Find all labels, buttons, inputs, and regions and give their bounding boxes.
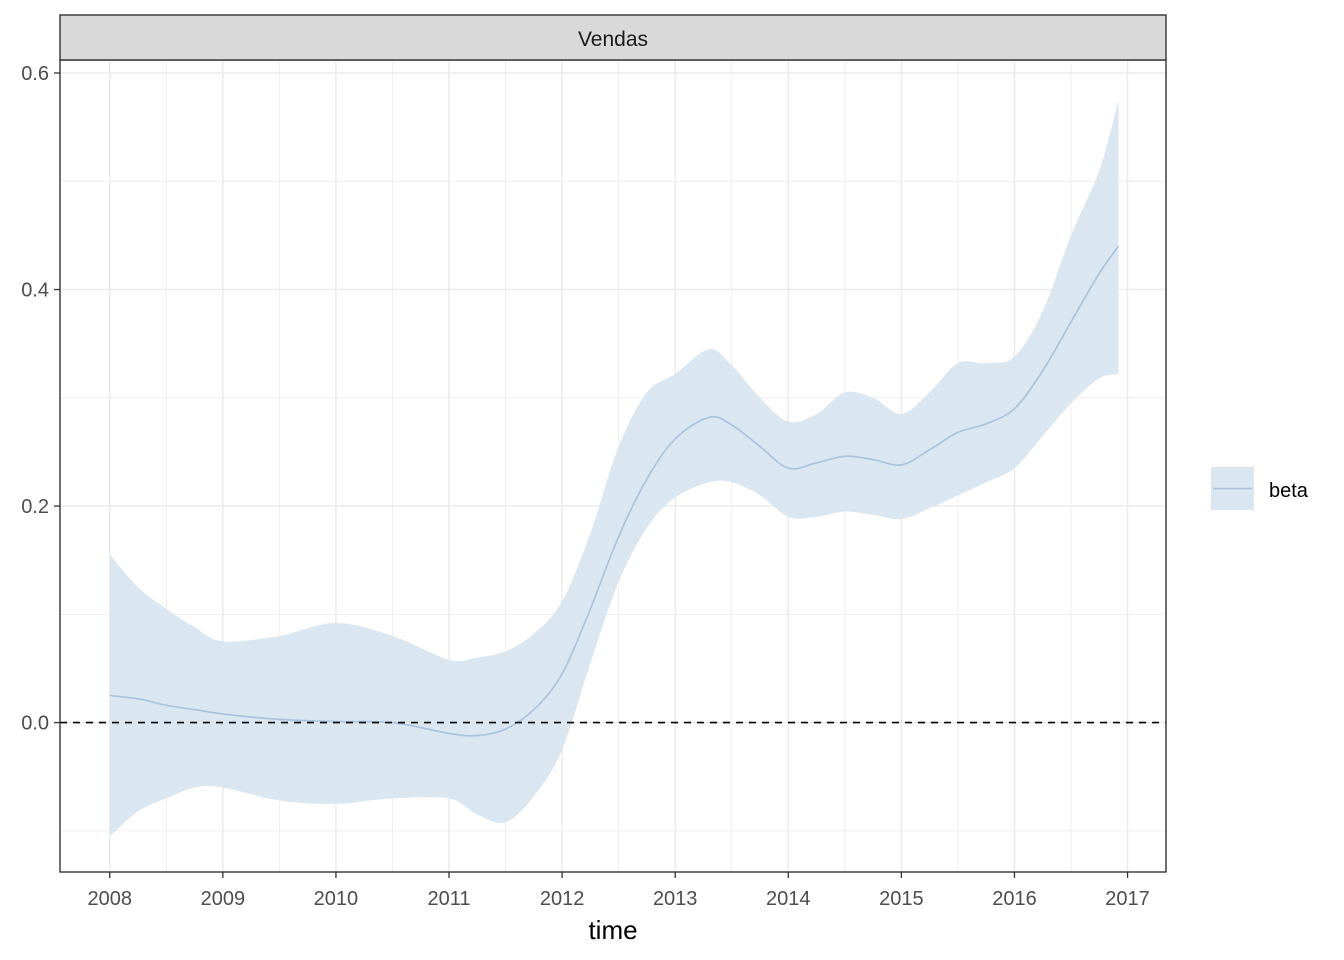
x-tick-label: 2015 <box>879 888 924 910</box>
y-tick-label: 0.6 <box>21 63 49 85</box>
x-axis-ticks: 2008 2009 2010 2011 2012 2013 2014 2015 2016 2017 <box>88 872 1150 910</box>
confidence-band-layer <box>109 100 1119 837</box>
legend: beta <box>1211 467 1309 510</box>
y-tick-label: 0.2 <box>21 496 49 518</box>
x-tick-label: 2013 <box>653 888 698 910</box>
x-tick-label: 2012 <box>540 888 585 910</box>
x-tick-label: 2008 <box>88 888 133 910</box>
x-tick-label: 2016 <box>992 888 1037 910</box>
series-line-layer <box>109 245 1120 737</box>
y-tick-label: 0.0 <box>21 713 49 735</box>
x-tick-label: 2017 <box>1105 888 1150 910</box>
y-tick-label: 0.4 <box>21 280 49 302</box>
y-axis-ticks: 0.0 0.2 0.4 0.6 <box>21 63 60 735</box>
x-tick-label: 2011 <box>428 888 471 910</box>
x-tick-label: 2010 <box>314 888 359 910</box>
facet-strip-label: Vendas <box>578 28 648 51</box>
facet-strip <box>59 14 1167 61</box>
x-tick-label: 2009 <box>201 888 246 910</box>
x-tick-label: 2014 <box>766 888 811 910</box>
confidence-band-beta <box>109 100 1119 837</box>
x-axis-title: time <box>588 915 637 945</box>
series-line-beta <box>109 245 1120 737</box>
legend-label-beta: beta <box>1269 480 1309 502</box>
